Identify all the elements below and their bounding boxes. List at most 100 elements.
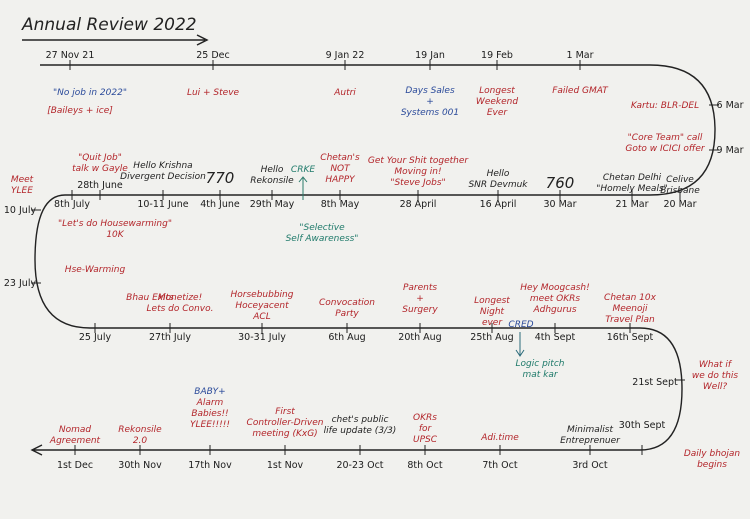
event-label: 770 xyxy=(206,169,235,187)
event-label: Chetan Delhi xyxy=(603,173,662,183)
event-date: 9 Jan 22 xyxy=(326,50,365,61)
event-label: Hse-Warming xyxy=(65,265,126,275)
event-label: Surgery xyxy=(402,305,438,315)
event-label: meeting (KxG) xyxy=(252,429,317,439)
event-date: 25th Aug xyxy=(470,332,513,343)
event-label: YLEE xyxy=(11,186,33,196)
event-label: 2.0 xyxy=(133,436,148,446)
event-date: 8th Oct xyxy=(407,460,443,471)
event-label: Systems 001 xyxy=(401,108,459,118)
event-label: NOT xyxy=(330,164,351,174)
event-label: "Let's do Housewarming" xyxy=(58,219,172,229)
event-label: chet's public xyxy=(332,415,389,425)
title: Annual Review 2022 xyxy=(21,15,197,35)
note: Logic pitch xyxy=(516,359,565,369)
event-label: Alarm xyxy=(196,398,224,408)
event-date: 6 Mar xyxy=(717,100,744,111)
event-date: 25 Dec xyxy=(196,50,230,61)
event-label: UPSC xyxy=(413,435,438,445)
note: [Baileys + ice] xyxy=(47,106,113,116)
event-label: Autri xyxy=(333,88,356,98)
event-label: Adhgurus xyxy=(532,305,576,315)
event-label: Chetan 10x xyxy=(604,293,657,303)
arrow xyxy=(515,332,525,357)
event-date: 6th Aug xyxy=(328,332,365,343)
event-label: ACL xyxy=(252,312,270,322)
event-date: 27th July xyxy=(149,332,191,343)
event-label: Parents xyxy=(403,283,437,293)
event-date: 20th Aug xyxy=(398,332,441,343)
event-date: 19 Feb xyxy=(481,50,513,61)
timeline-path xyxy=(30,64,716,456)
event-label: Minimalist xyxy=(567,425,613,435)
event-date: 23 July xyxy=(4,278,37,289)
event-label: Convocation xyxy=(319,298,375,308)
event-label: Meenoji xyxy=(612,304,648,314)
event-label: + xyxy=(416,294,424,304)
event-date: 16 April xyxy=(480,199,517,210)
event-label: Well? xyxy=(703,382,727,392)
event-label: we do this xyxy=(692,371,739,381)
event-date: 3rd Oct xyxy=(572,460,608,471)
event-label: Hoceyacent xyxy=(235,301,289,311)
event-label: "Core Team" call xyxy=(628,133,703,143)
event-label: HAPPY xyxy=(325,175,356,185)
event-label: Lets do Convo. xyxy=(147,304,214,314)
event-label: Longest xyxy=(479,86,515,96)
event-date: 4th Sept xyxy=(535,332,576,343)
note: Self Awareness" xyxy=(286,234,359,244)
event-label: life update (3/3) xyxy=(324,426,397,436)
event-label: Lui + Steve xyxy=(187,88,240,98)
event-label: Rekonsile xyxy=(118,425,162,435)
event-date: 30 Mar xyxy=(543,199,576,210)
event-label: for xyxy=(419,424,433,434)
event-label: Weekend xyxy=(476,97,518,107)
event-label: Entreprenuer xyxy=(560,436,621,446)
event-label: BABY+ xyxy=(194,387,225,397)
event-label: Kartu: BLR-DEL xyxy=(631,101,699,111)
event-label: Days Sales xyxy=(405,86,455,96)
event-label: "Quit Job" xyxy=(78,153,122,163)
event-label: Longest xyxy=(474,296,510,306)
event-date: 20-23 Oct xyxy=(336,460,383,471)
event-label: Controller-Driven xyxy=(247,418,324,428)
event-label: Moving in! xyxy=(394,167,441,177)
note: mat kar xyxy=(522,370,558,380)
event-date: 19 Jan xyxy=(415,50,445,61)
event-date: 4th June xyxy=(200,199,240,210)
event-label: OKRs xyxy=(413,413,437,423)
event-label: Monetize! xyxy=(158,293,202,303)
event-label: What if xyxy=(699,360,733,370)
event-date: 20 Mar xyxy=(663,199,696,210)
event-label: 10K xyxy=(106,230,124,240)
event-label: Travel Plan xyxy=(605,315,655,325)
event-label: Meet xyxy=(11,175,34,185)
event-label: Agreement xyxy=(49,436,101,446)
event-label: Party xyxy=(335,309,359,319)
event-label: Hello xyxy=(487,169,510,179)
event-date: 28th June xyxy=(77,180,123,191)
event-label: First xyxy=(275,407,295,417)
event-date: 21 Mar xyxy=(615,199,648,210)
event-label: Hey Moogcash! xyxy=(520,283,589,293)
event-date: 1 Mar xyxy=(567,50,594,61)
event-date: 8th May xyxy=(321,199,360,210)
arrow xyxy=(298,176,308,200)
event-date: 17th Nov xyxy=(188,460,232,471)
event-label: Failed GMAT xyxy=(552,86,609,96)
event-date: 28 April xyxy=(400,199,437,210)
event-label: Nomad xyxy=(59,425,92,435)
note: "Selective xyxy=(299,223,345,233)
event-date: 16th Sept xyxy=(607,332,654,343)
note: CRED xyxy=(508,320,533,330)
event-label: Ever xyxy=(487,108,509,118)
event-label: Babies!! xyxy=(191,409,228,419)
note: "No job in 2022" xyxy=(53,88,127,98)
event-label: Brisbane xyxy=(660,186,700,196)
event-date: 29th May xyxy=(250,199,295,210)
event-label: talk w Gayle xyxy=(72,164,128,174)
event-date: 30th Sept xyxy=(619,420,666,431)
event-label: "Homely Meals" xyxy=(596,184,668,194)
event-date: 7th Oct xyxy=(482,460,518,471)
event-label: begins xyxy=(697,460,727,470)
